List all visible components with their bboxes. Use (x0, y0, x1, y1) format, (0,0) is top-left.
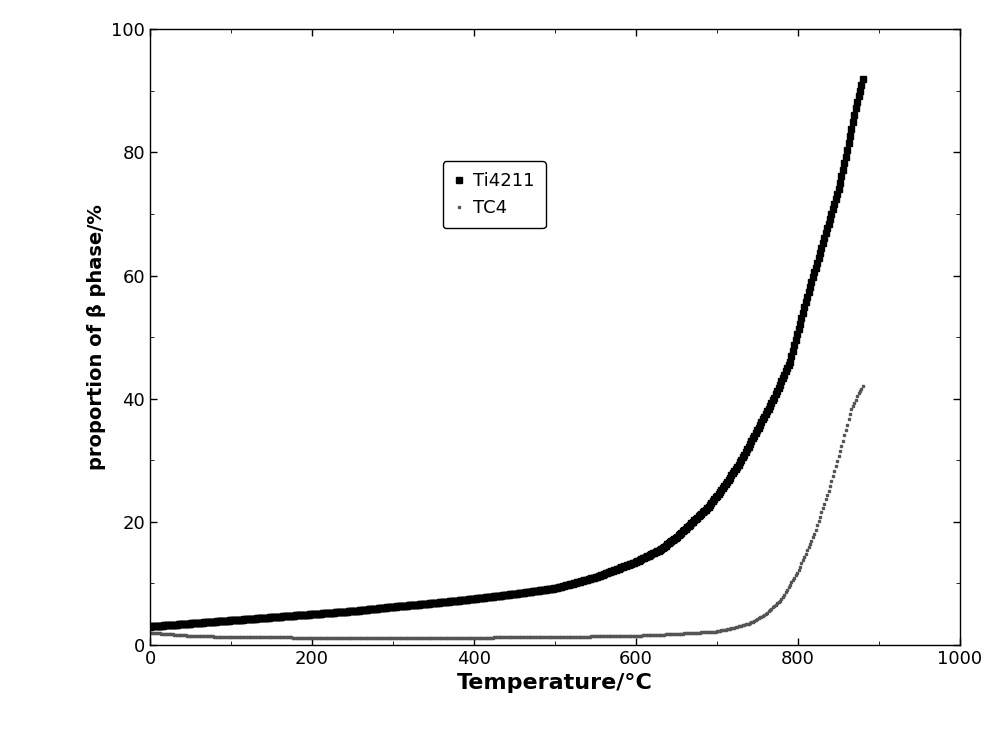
Ti4211 (568, 579, 580, 588)
Ti4211 (840, 152, 852, 161)
TC4 (570, 633, 582, 641)
Ti4211 (144, 622, 156, 631)
Ti4211 (487, 592, 499, 601)
Line: Ti4211: Ti4211 (147, 75, 866, 630)
TC4 (531, 633, 543, 641)
TC4 (484, 633, 496, 642)
TC4 (841, 420, 853, 429)
TC4 (488, 633, 500, 642)
Line: TC4: TC4 (149, 385, 864, 639)
TC4 (307, 633, 319, 642)
Ti4211 (857, 74, 869, 83)
TC4 (730, 623, 742, 632)
TC4 (144, 628, 156, 637)
X-axis label: Temperature/°C: Temperature/°C (457, 674, 653, 693)
Ti4211 (728, 467, 740, 476)
Ti4211 (483, 593, 495, 602)
Ti4211 (530, 586, 542, 595)
Y-axis label: proportion of β phase/%: proportion of β phase/% (87, 205, 106, 470)
Legend: Ti4211, TC4: Ti4211, TC4 (443, 161, 546, 228)
TC4 (857, 382, 869, 391)
